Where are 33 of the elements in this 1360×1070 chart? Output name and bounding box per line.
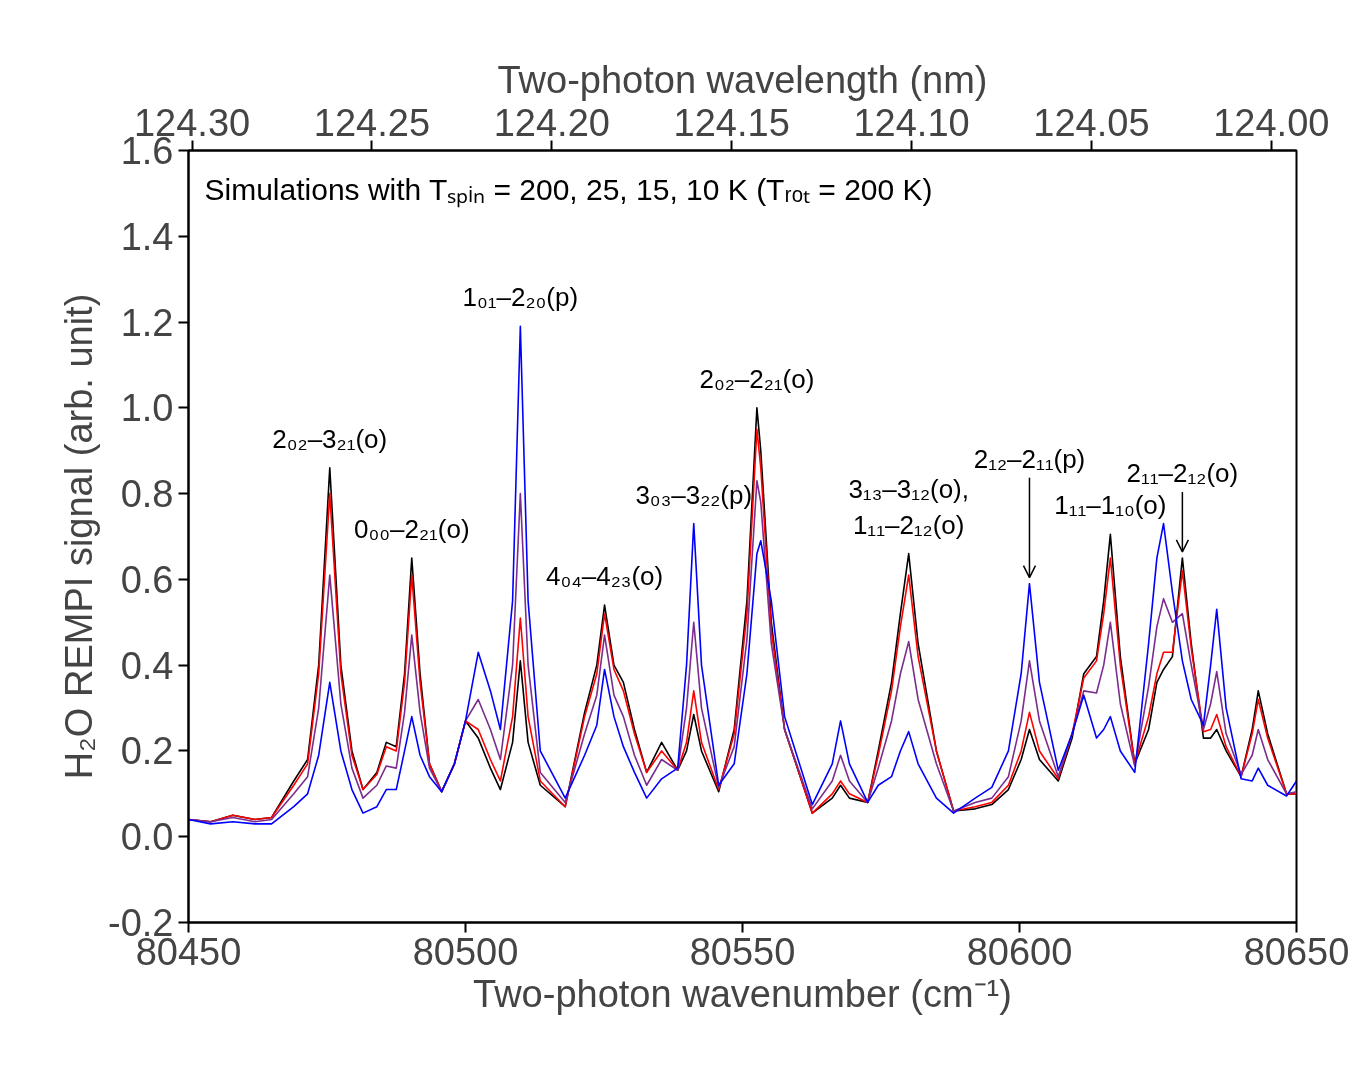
x2-axis-title: Two-photon wavelength (nm) [497,58,988,101]
y-tick-label: 0.8 [120,473,174,516]
annotation: 2₁₂–2₁₁(p) [973,443,1086,474]
y-tick-label: 1.4 [120,215,174,258]
x2-tick-label: 124.10 [853,101,970,144]
annotation: 1₀₁–2₂₀(p) [462,282,579,313]
x-tick-label: 80600 [966,930,1073,973]
y-axis-title: H₂O REMPI signal (arb. unit) [58,293,101,780]
x-tick-label: 80550 [689,930,796,973]
x-axis-title: Two-photon wavenumber (cm⁻¹) [473,972,1012,1015]
x2-tick-label: 124.15 [673,101,790,144]
annotation: 2₁₁–2₁₂(o) [1126,457,1239,488]
x2-tick-label: 124.20 [493,101,610,144]
y-tick-label: 1.0 [120,387,174,430]
x-tick-label: 80650 [1243,930,1350,973]
line-series [188,325,1297,825]
y-tick-label: 0.0 [120,816,174,859]
annotation: 2₀₂–3₂₁(o) [272,423,388,454]
y-tick-label: 0.2 [120,730,174,773]
annotation: Simulations with Tₛₚᵢₙ = 200, 25, 15, 10 K (Tᵣₒₜ = 200 K) [204,172,933,208]
annotation: 3₁₃–3₁₂(o), 1₁₁–2₁₂(o) [848,473,970,540]
annotation: 2₀₂–2₂₁(o) [699,363,815,394]
y-tick-label: 1.2 [120,301,174,344]
annotation: 4₀₄–4₂₃(o) [545,561,664,592]
annotation: 1₁₁–1₁₀(o) [1054,490,1167,521]
x2-tick-label: 124.05 [1033,101,1150,144]
y-tick-label: 0.4 [120,644,174,687]
y-tick-label: 0.6 [120,558,174,601]
x2-tick-label: 124.25 [313,101,431,144]
annotation: 3₀₃–3₂₂(p) [635,479,753,510]
x2-tick-label: 124.00 [1213,101,1330,144]
x-tick-label: 80500 [412,930,519,973]
annotation: 0₀₀–2₂₁(o) [353,513,470,544]
